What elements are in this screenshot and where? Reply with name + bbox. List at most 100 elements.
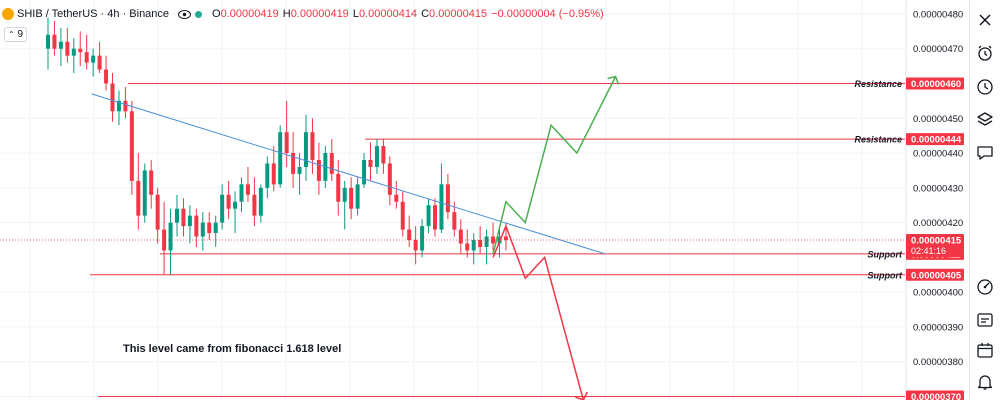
- candle-body: [239, 184, 244, 202]
- candle-body: [123, 100, 128, 112]
- fibonacci-annotation: This level came from fibonacci 1.618 lev…: [123, 343, 341, 355]
- candle-body: [71, 48, 76, 56]
- candle-body: [284, 132, 289, 154]
- candle-body: [381, 146, 386, 164]
- candle-body: [65, 41, 70, 56]
- price-tick-label: 0.00000400: [913, 288, 963, 299]
- price-tick-label: 0.00000390: [913, 322, 963, 333]
- candle-body: [349, 187, 354, 209]
- high-label: H: [282, 8, 291, 20]
- candle-body: [445, 184, 450, 213]
- low-value: 0.00000414: [358, 8, 418, 20]
- projection-path-up: [492, 76, 617, 255]
- candle-body: [181, 208, 186, 227]
- right-toolbar: [969, 0, 1000, 400]
- candle-body: [503, 236, 508, 240]
- level-price-badge: [906, 133, 964, 146]
- bell-icon[interactable]: [975, 372, 995, 392]
- chat-icon[interactable]: [975, 143, 995, 163]
- candle-body: [433, 205, 437, 230]
- market-status-icon: [195, 10, 203, 18]
- candle-body: [387, 163, 392, 195]
- candle-body: [420, 226, 425, 251]
- high-value: 0.00000419: [290, 8, 349, 20]
- candle-body: [175, 208, 179, 223]
- candle-body: [491, 236, 496, 244]
- candle-body: [265, 163, 270, 188]
- level-name-label: Support: [868, 270, 903, 280]
- price-tick-label: 0.00000470: [913, 44, 963, 55]
- calendar-icon[interactable]: [975, 340, 995, 360]
- candle-body: [362, 160, 367, 185]
- level-name-label: Resistance: [854, 79, 902, 89]
- candle-body: [355, 184, 360, 209]
- price-tick-label: 0.00000440: [913, 149, 963, 160]
- candle-body: [400, 201, 405, 230]
- symbol-title[interactable]: SHIB / TetherUS · 4h · Binance: [17, 8, 170, 20]
- candle-body: [478, 240, 483, 247]
- candle-body: [458, 229, 463, 244]
- data-window-icon[interactable]: [975, 310, 995, 330]
- price-tick-label: 0.00000450: [913, 114, 963, 125]
- candle-body: [226, 194, 231, 209]
- eye-icon[interactable]: [177, 7, 191, 21]
- clock-icon[interactable]: [975, 77, 995, 97]
- candle-body: [271, 163, 276, 185]
- candle-body: [316, 160, 321, 181]
- candle-body: [220, 194, 225, 223]
- candle-body: [304, 132, 308, 167]
- countdown-label: 02:41:16: [911, 246, 946, 256]
- candle-body: [336, 173, 341, 202]
- candle-body: [104, 69, 109, 84]
- candle-body: [426, 205, 431, 227]
- candle-body: [168, 222, 173, 251]
- arrowhead-up: [607, 75, 620, 85]
- price-tick-label: 0.00000480: [913, 9, 963, 20]
- indicator-count: 9: [17, 29, 24, 40]
- cross-icon[interactable]: [975, 10, 995, 30]
- collapse-chevron-icon: ⌃: [8, 30, 15, 39]
- trendline-layer: [91, 93, 606, 255]
- level-price-label: 0.00000460: [911, 79, 961, 90]
- candle-body: [58, 41, 63, 49]
- candle-body: [52, 34, 57, 49]
- level-price-label: 0.00000370: [911, 392, 961, 400]
- trendline: [91, 93, 606, 255]
- chart-dashboard-icon[interactable]: [975, 277, 995, 297]
- projection-layer: [492, 75, 620, 400]
- price-tick-label: 0.00000380: [913, 357, 963, 368]
- candle-body: [116, 100, 121, 112]
- candle-body: [162, 229, 167, 251]
- change-value: −0.00000004 (−0.95%): [491, 8, 604, 20]
- indicators-toggle-button[interactable]: ⌃ 9: [4, 27, 28, 42]
- candle-body: [368, 160, 373, 167]
- level-name-label: Support: [868, 249, 903, 259]
- last-price-badge: [906, 234, 964, 257]
- candle-body: [484, 236, 489, 247]
- alarm-clock-icon[interactable]: [975, 43, 995, 63]
- candle-body: [78, 48, 83, 53]
- candle-body: [252, 194, 257, 216]
- low-label: L: [352, 8, 359, 20]
- candle-body: [142, 170, 147, 216]
- grid: [0, 0, 905, 400]
- candle-body: [97, 55, 102, 70]
- layers-icon[interactable]: [975, 110, 995, 130]
- candle-body: [310, 132, 315, 160]
- candle-body: [439, 184, 444, 230]
- candle-body: [291, 153, 296, 174]
- open-label: O: [212, 8, 221, 20]
- shib-logo-icon: [2, 8, 14, 20]
- candle-body: [200, 222, 205, 237]
- candle-body: [213, 222, 218, 234]
- open-value: 0.00000419: [220, 8, 279, 20]
- price-tick-label: 0.00000430: [913, 183, 963, 194]
- candle-body: [297, 166, 302, 174]
- last-price-label: 0.00000415: [911, 236, 962, 247]
- horizontal-levels: Resistance Resistance Support Support: [90, 79, 905, 398]
- candle-body: [471, 240, 476, 251]
- candle-body: [110, 83, 115, 112]
- level-price-badge: [906, 268, 964, 281]
